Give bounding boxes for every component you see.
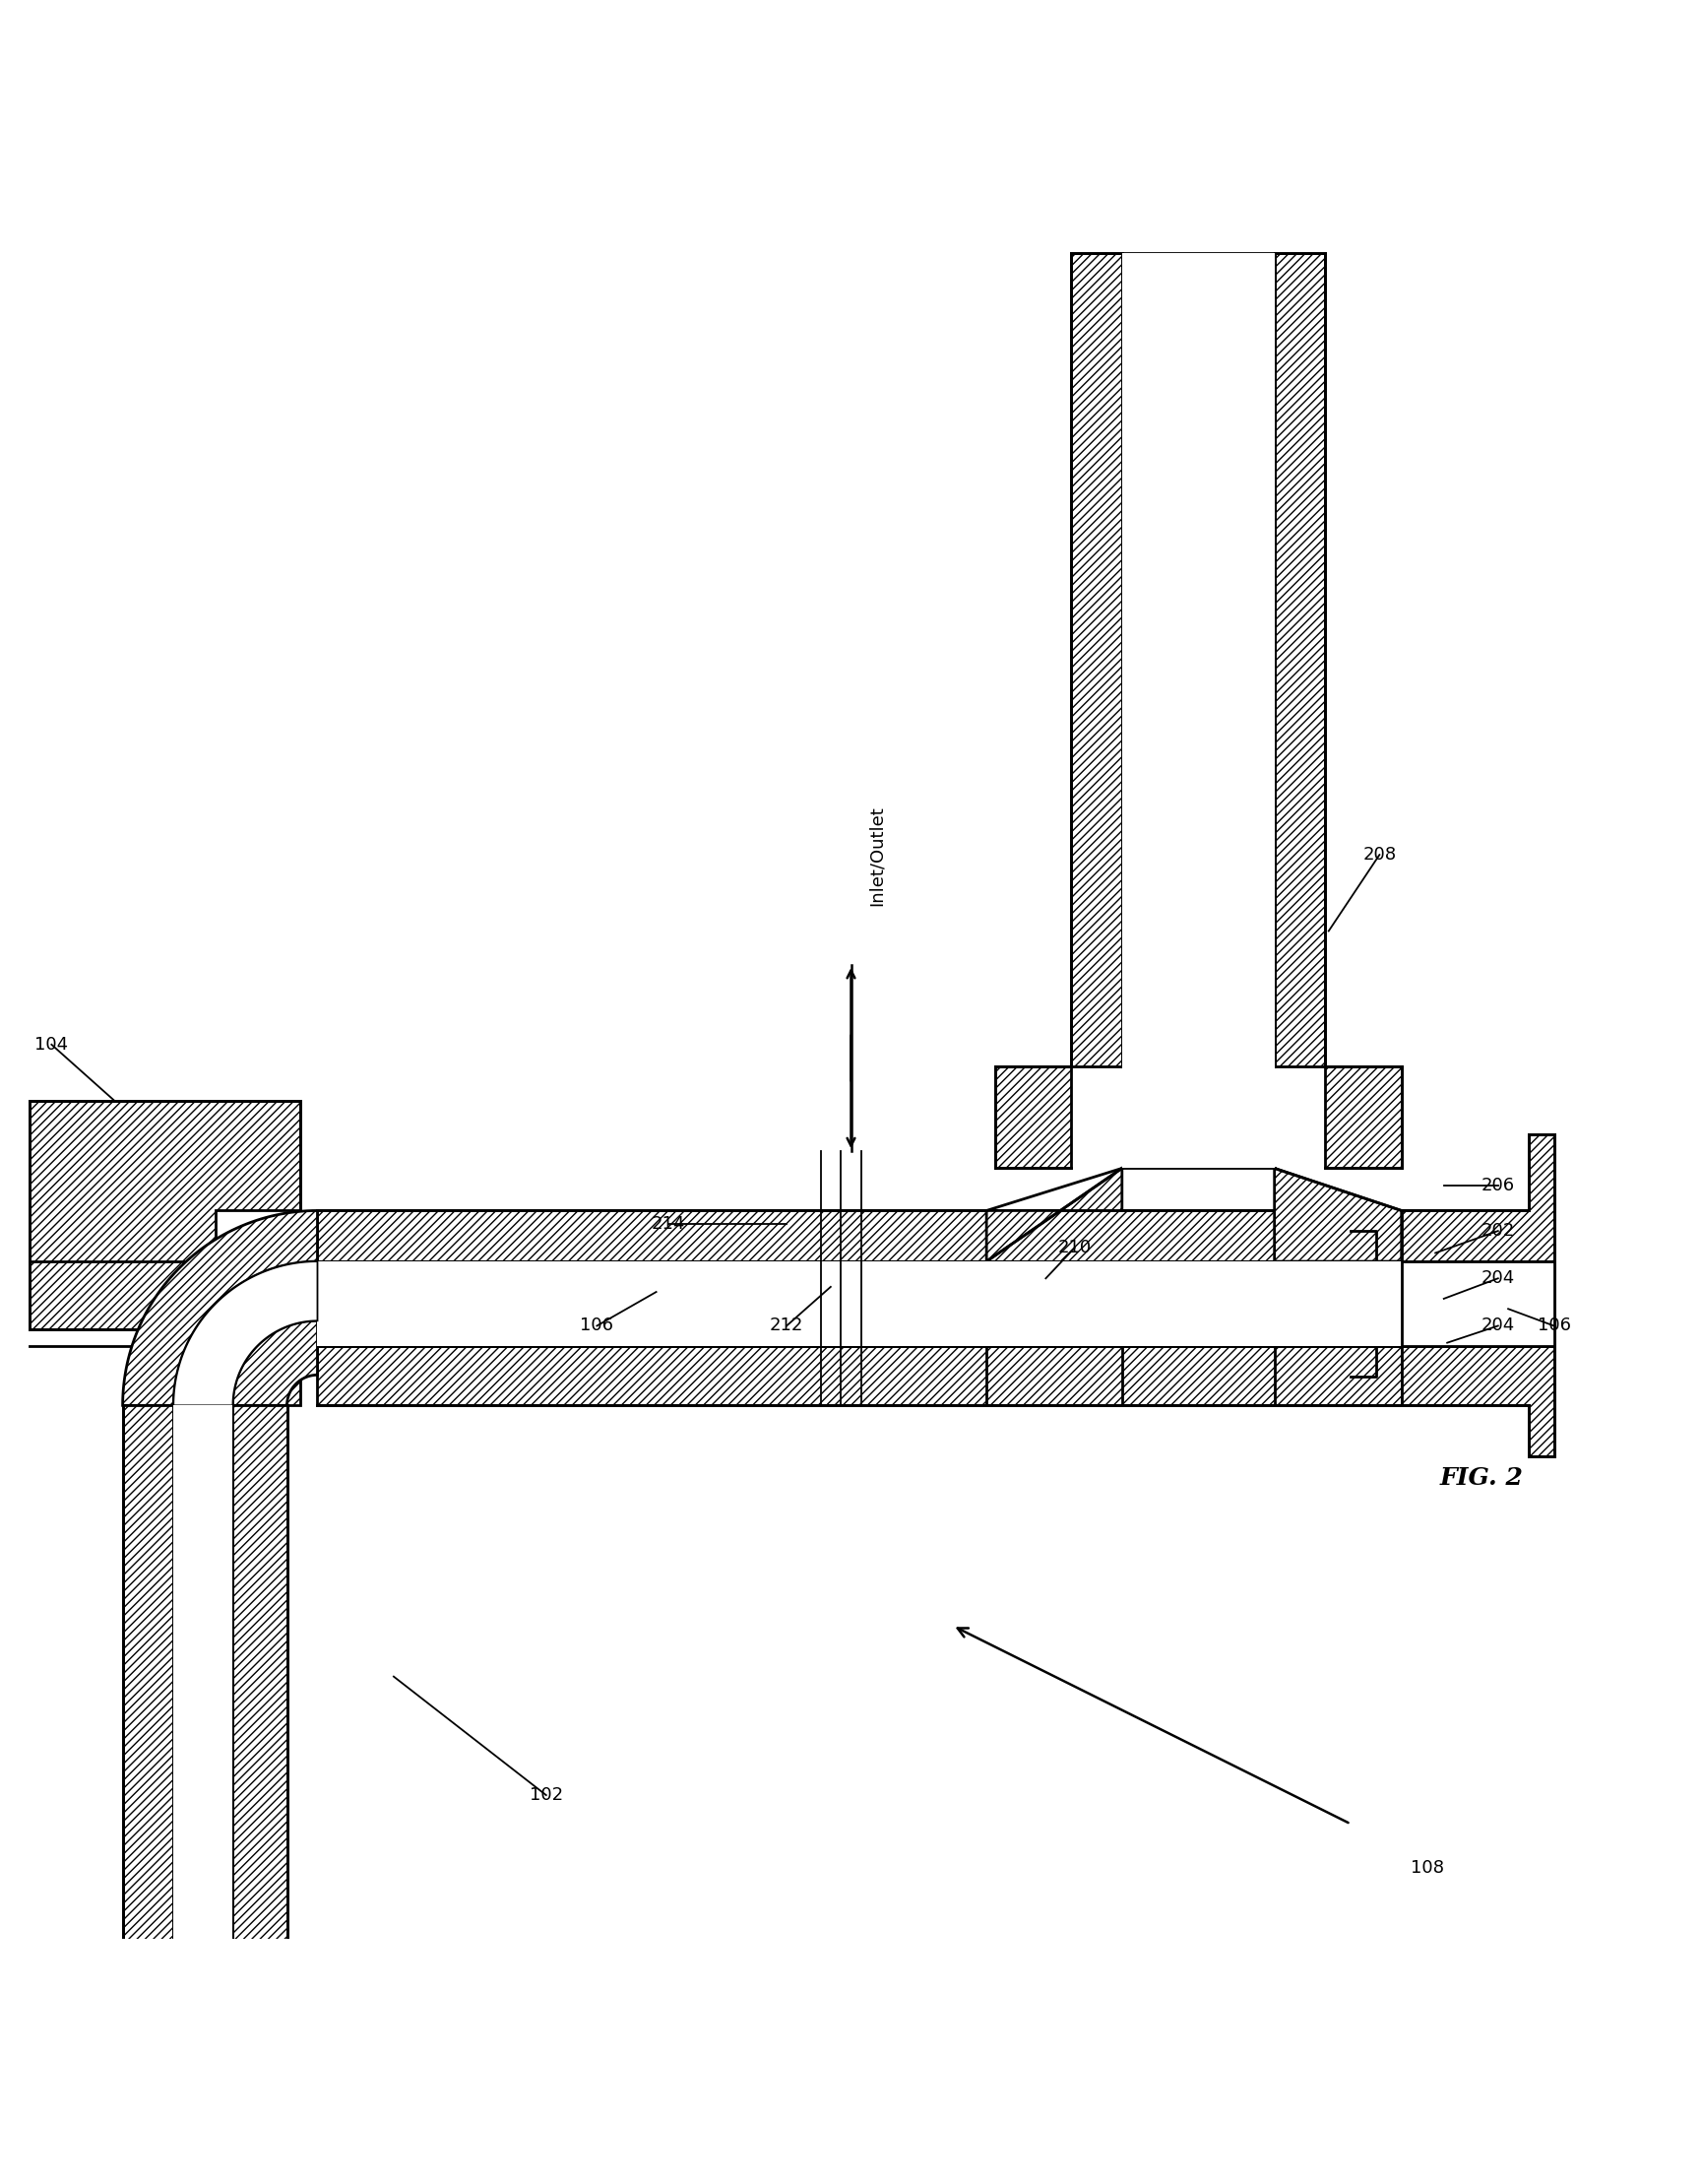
- Text: 210: 210: [1057, 1238, 1091, 1256]
- Polygon shape: [1122, 1066, 1275, 1168]
- Polygon shape: [1275, 253, 1326, 1066]
- Text: 108: 108: [1411, 1859, 1443, 1876]
- Polygon shape: [987, 1168, 1122, 1262]
- Polygon shape: [318, 1210, 1401, 1262]
- Polygon shape: [174, 1262, 318, 1406]
- Text: 204: 204: [1481, 1269, 1515, 1286]
- Polygon shape: [318, 1345, 1401, 1406]
- Text: 202: 202: [1481, 1223, 1515, 1241]
- Text: 208: 208: [1363, 845, 1396, 863]
- Polygon shape: [174, 1406, 233, 1957]
- Polygon shape: [1401, 1133, 1554, 1457]
- Polygon shape: [996, 1066, 1071, 1168]
- Polygon shape: [1275, 1168, 1401, 1262]
- Polygon shape: [233, 1406, 288, 1957]
- Polygon shape: [123, 1406, 174, 1957]
- Polygon shape: [1326, 1066, 1401, 1168]
- Text: 204: 204: [1481, 1317, 1515, 1334]
- Text: FIG. 2: FIG. 2: [1440, 1465, 1523, 1489]
- Polygon shape: [1401, 1262, 1554, 1345]
- Polygon shape: [987, 1345, 1122, 1406]
- Polygon shape: [1071, 253, 1122, 1066]
- Text: 212: 212: [769, 1317, 803, 1334]
- Text: 214: 214: [652, 1214, 684, 1234]
- Text: 102: 102: [529, 1787, 563, 1804]
- Polygon shape: [318, 1262, 1401, 1345]
- Polygon shape: [29, 1101, 301, 1406]
- Text: 206: 206: [1481, 1177, 1515, 1195]
- Text: 106: 106: [580, 1317, 614, 1334]
- Polygon shape: [123, 1210, 318, 1406]
- Text: 104: 104: [34, 1035, 68, 1053]
- Text: 106: 106: [1537, 1317, 1571, 1334]
- Polygon shape: [1122, 253, 1275, 1066]
- Polygon shape: [233, 1321, 318, 1406]
- Text: Inlet/Outlet: Inlet/Outlet: [868, 806, 885, 906]
- Polygon shape: [1275, 1345, 1401, 1406]
